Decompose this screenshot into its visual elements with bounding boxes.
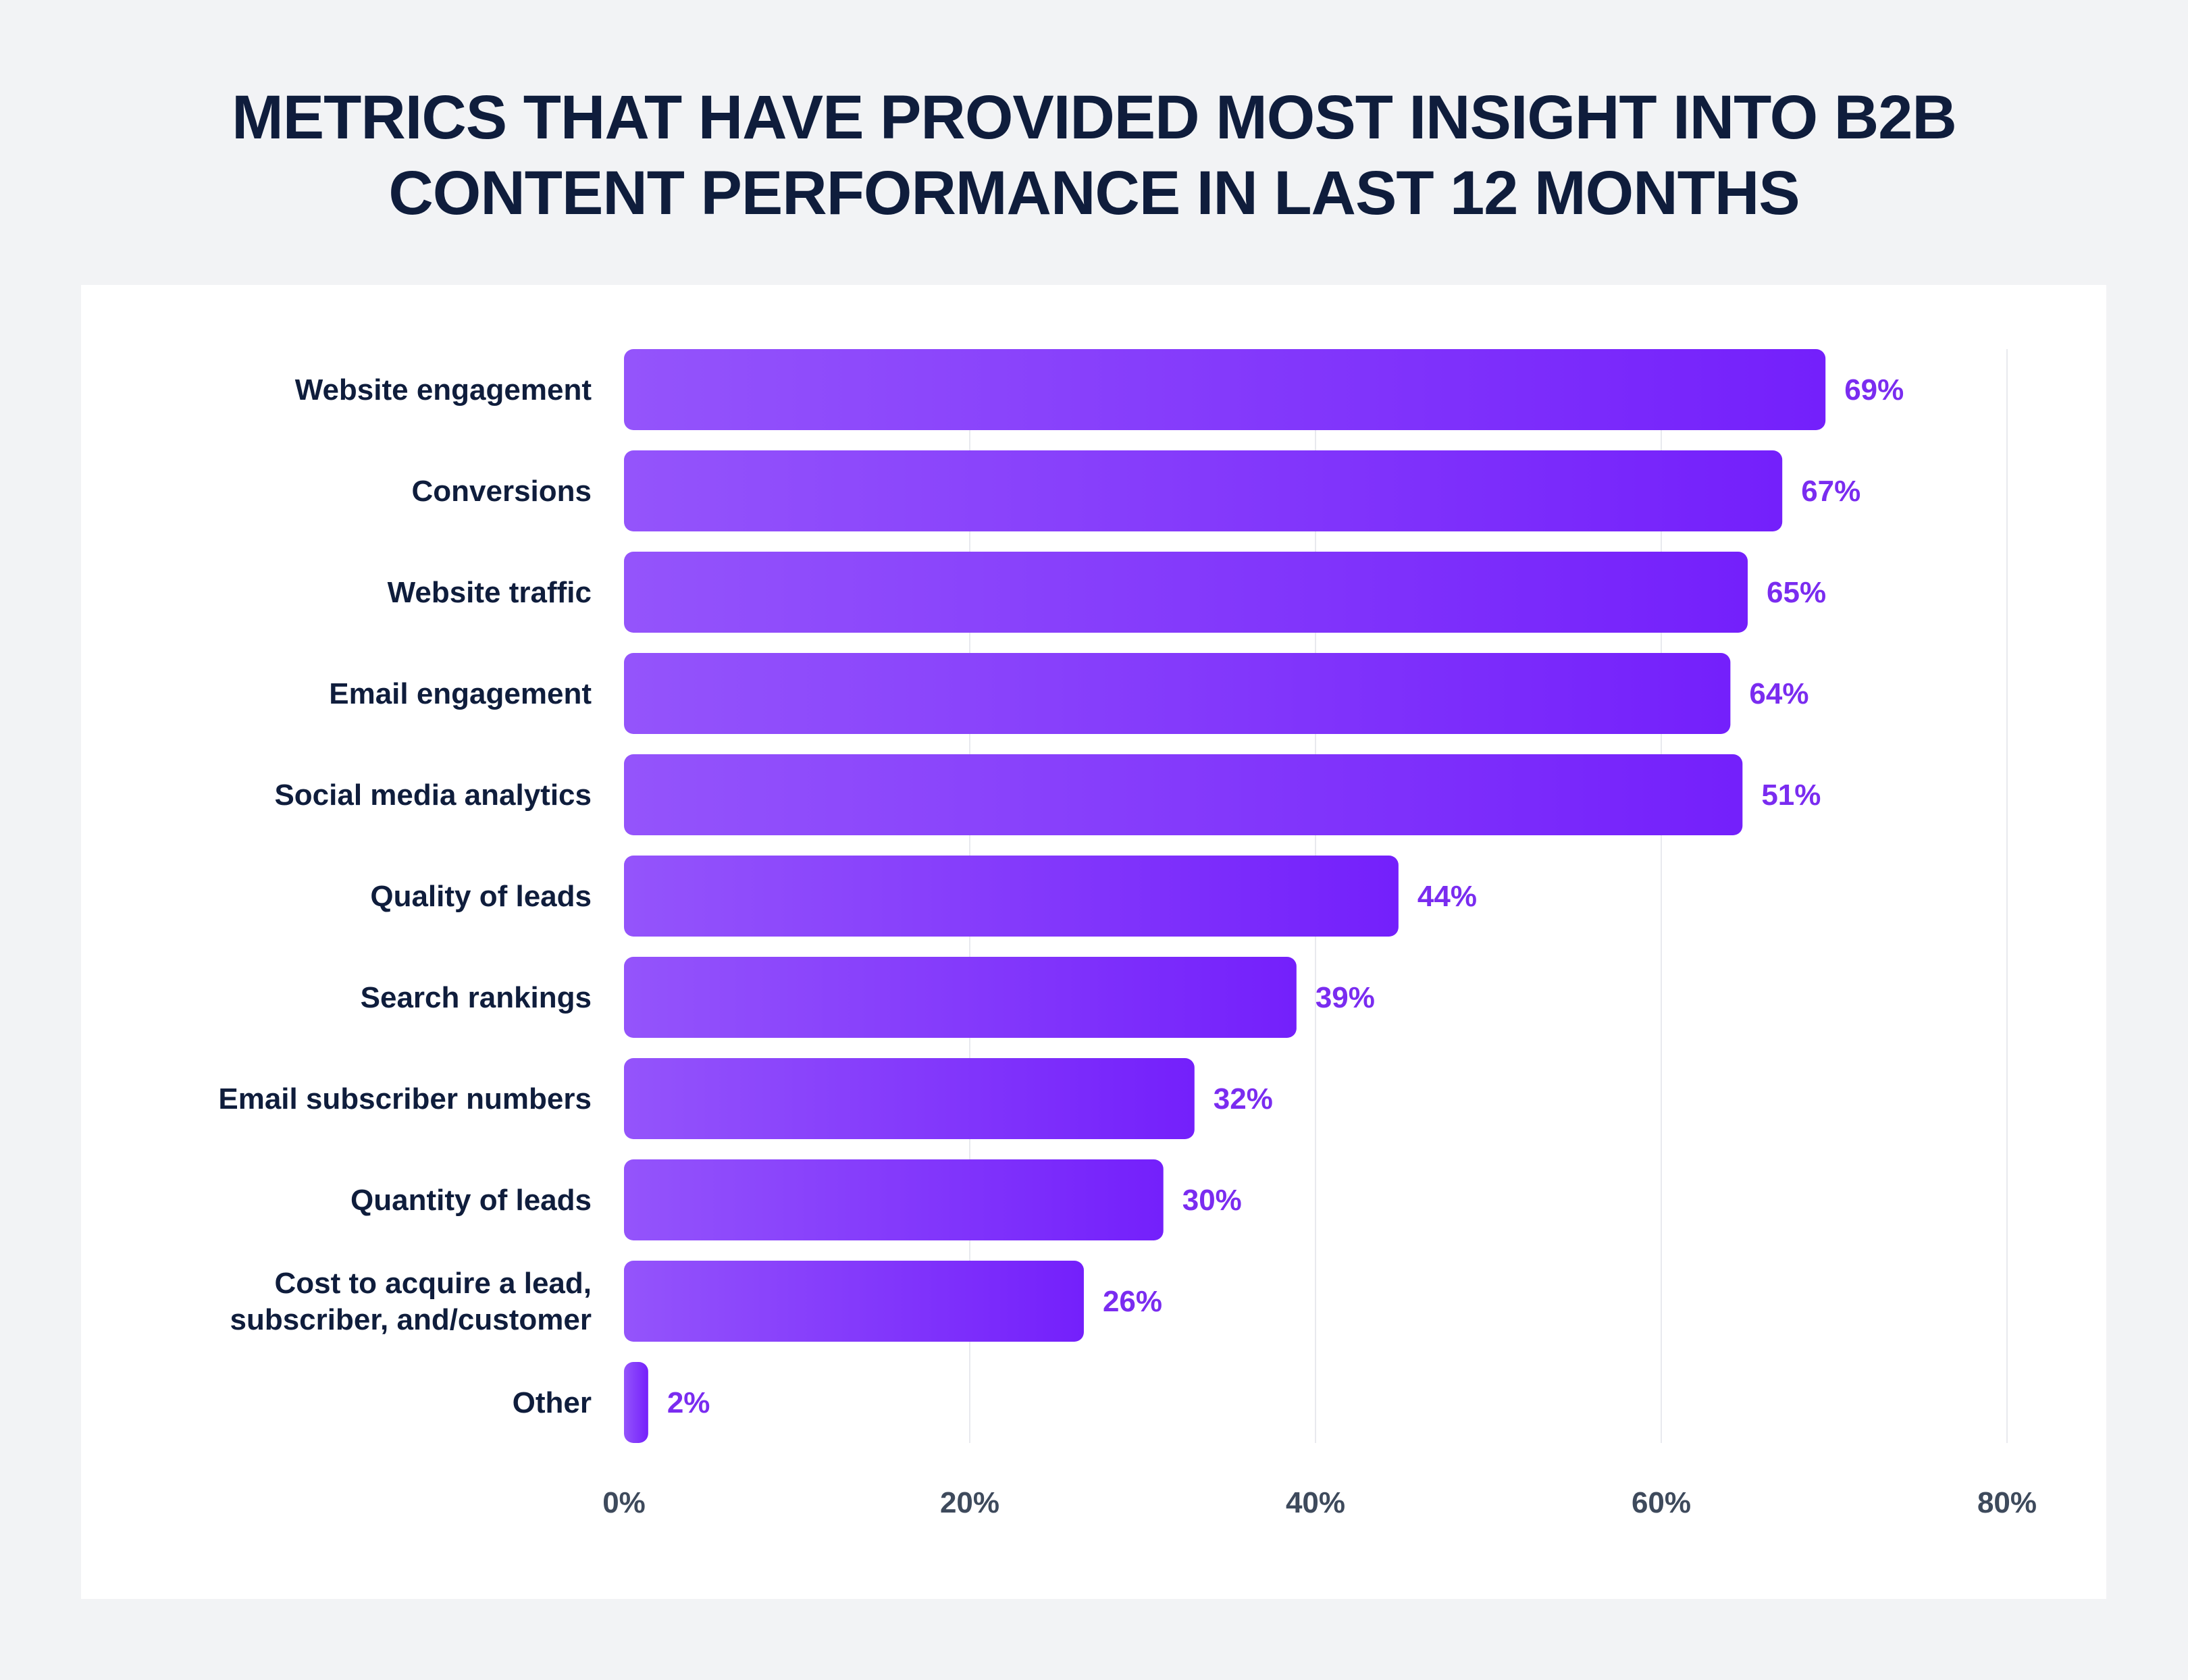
bar — [624, 957, 1297, 1038]
data-label: 30% — [1182, 1184, 1242, 1217]
category-label: Cost to acquire a lead, — [275, 1267, 592, 1300]
x-tick-label: 20% — [940, 1486, 999, 1519]
chart-panel: 69% Website engagement 67% Conversions 65% We… — [81, 285, 2106, 1599]
bars — [624, 349, 1826, 1443]
bar — [624, 1261, 1084, 1342]
chart-title-line-1: METRICS THAT HAVE PROVIDED MOST INSIGHT … — [232, 83, 1957, 152]
x-tick-label: 0% — [602, 1486, 646, 1519]
x-tick-label: 60% — [1632, 1486, 1691, 1519]
x-tick-label: 40% — [1286, 1486, 1345, 1519]
x-tick-label: 80% — [1977, 1486, 2037, 1519]
bar — [624, 1362, 648, 1443]
category-label: Email subscriber numbers — [218, 1082, 592, 1115]
x-axis-ticks: 0% 20% 40% 60% 80% — [602, 1486, 2037, 1519]
bar — [624, 1159, 1164, 1240]
chart-title: METRICS THAT HAVE PROVIDED MOST INSIGHT … — [0, 80, 2188, 231]
data-label: 32% — [1214, 1082, 1273, 1115]
category-label: Website traffic — [388, 576, 592, 609]
data-label: 26% — [1103, 1285, 1162, 1318]
bar — [624, 653, 1731, 734]
bar — [624, 349, 1826, 430]
bar — [624, 856, 1399, 937]
chart-title-line-2: CONTENT PERFORMANCE IN LAST 12 MONTHS — [388, 159, 1800, 228]
category-label: subscriber, and/customer — [230, 1303, 592, 1336]
category-label: Conversions — [411, 475, 592, 508]
data-label: 69% — [1844, 373, 1904, 406]
bar — [624, 1058, 1195, 1139]
data-label: 44% — [1417, 880, 1477, 913]
bar — [624, 450, 1783, 531]
category-label: Social media analytics — [274, 779, 592, 812]
category-label: Quantity of leads — [350, 1184, 592, 1217]
data-label: 39% — [1316, 981, 1375, 1014]
data-label: 67% — [1801, 475, 1860, 508]
category-label: Other — [513, 1386, 592, 1419]
data-label: 2% — [667, 1386, 710, 1419]
bar — [624, 754, 1743, 835]
category-label: Search rankings — [361, 981, 592, 1014]
data-label: 65% — [1767, 576, 1826, 609]
category-label: Website engagement — [295, 373, 592, 406]
bar-chart: 69% Website engagement 67% Conversions 65% We… — [218, 349, 2037, 1519]
labels: 69% Website engagement 67% Conversions 65% We… — [218, 373, 1904, 1419]
category-label: Quality of leads — [370, 880, 592, 913]
category-label: Email engagement — [329, 677, 592, 710]
data-label: 64% — [1749, 677, 1808, 710]
bar — [624, 552, 1748, 633]
data-label: 51% — [1761, 779, 1821, 812]
